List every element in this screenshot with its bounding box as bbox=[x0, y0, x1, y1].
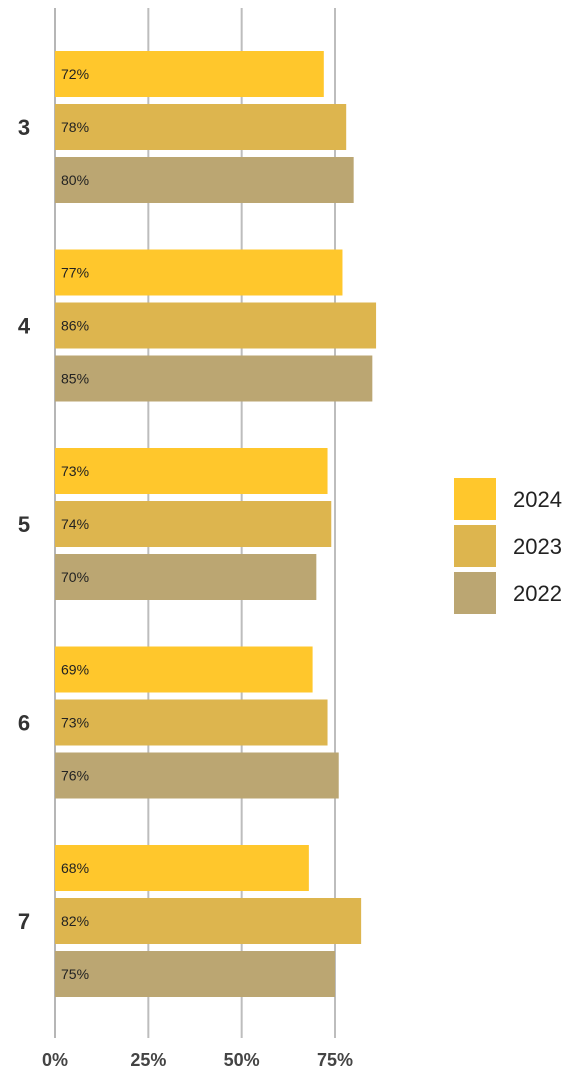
bar-value-label: 74% bbox=[61, 516, 89, 532]
legend-label: 2022 bbox=[513, 581, 562, 606]
category-label: 4 bbox=[18, 314, 31, 339]
category-labels: 3 4 5 6 7 bbox=[18, 115, 31, 934]
bar-value-label: 69% bbox=[61, 662, 89, 678]
bar-2023-grade-4 bbox=[55, 302, 377, 349]
legend-swatch-2022 bbox=[454, 572, 496, 614]
bar-2023-grade-6 bbox=[55, 699, 328, 746]
bar-value-label: 73% bbox=[61, 463, 89, 479]
bar-2023-grade-5 bbox=[55, 501, 332, 547]
bar-2023-grade-3 bbox=[55, 104, 347, 150]
legend-label: 2024 bbox=[513, 487, 562, 512]
bar-2023-grade-7 bbox=[55, 898, 362, 944]
bar-2022-grade-6 bbox=[55, 752, 339, 799]
bar-value-label: 75% bbox=[61, 966, 89, 982]
legend-label: 2023 bbox=[513, 534, 562, 559]
bar-value-label: 77% bbox=[61, 265, 89, 281]
bar-2024-grade-5 bbox=[55, 448, 328, 494]
category-label: 3 bbox=[18, 115, 30, 140]
bar-2022-grade-5 bbox=[55, 554, 317, 600]
bar-2024-grade-7 bbox=[55, 845, 309, 891]
bar-value-label: 72% bbox=[61, 66, 89, 82]
bar-value-label: 76% bbox=[61, 768, 89, 784]
bar-value-label: 80% bbox=[61, 172, 89, 188]
category-label: 5 bbox=[18, 512, 30, 537]
legend-swatch-2023 bbox=[454, 525, 496, 567]
bar-2022-grade-4 bbox=[55, 355, 373, 402]
legend: 2024 2023 2022 bbox=[454, 478, 562, 614]
x-tick-label: 0% bbox=[42, 1050, 68, 1069]
bar-2024-grade-3 bbox=[55, 51, 324, 97]
legend-swatch-2024 bbox=[454, 478, 496, 520]
bar-2024-grade-4 bbox=[55, 249, 343, 296]
bar-2022-grade-7 bbox=[55, 951, 335, 997]
category-label: 7 bbox=[18, 909, 30, 934]
bar-2022-grade-3 bbox=[55, 157, 354, 203]
x-tick-label: 75% bbox=[317, 1050, 353, 1069]
bar-value-label: 68% bbox=[61, 860, 89, 876]
x-axis-ticks: 0% 25% 50% 75% bbox=[42, 1050, 353, 1069]
bars: 72% 78% 80% 77% 86% 85% 73% 74% 70% 69% 73% 76% 68% 8… bbox=[55, 51, 377, 997]
category-label: 6 bbox=[18, 711, 30, 736]
bar-value-label: 82% bbox=[61, 913, 89, 929]
bar-value-label: 70% bbox=[61, 569, 89, 585]
bar-2024-grade-6 bbox=[55, 646, 313, 693]
bar-value-label: 78% bbox=[61, 119, 89, 135]
bar-value-label: 73% bbox=[61, 715, 89, 731]
x-tick-label: 50% bbox=[224, 1050, 260, 1069]
x-tick-label: 25% bbox=[130, 1050, 166, 1069]
bar-value-label: 86% bbox=[61, 318, 89, 334]
bar-value-label: 85% bbox=[61, 371, 89, 387]
